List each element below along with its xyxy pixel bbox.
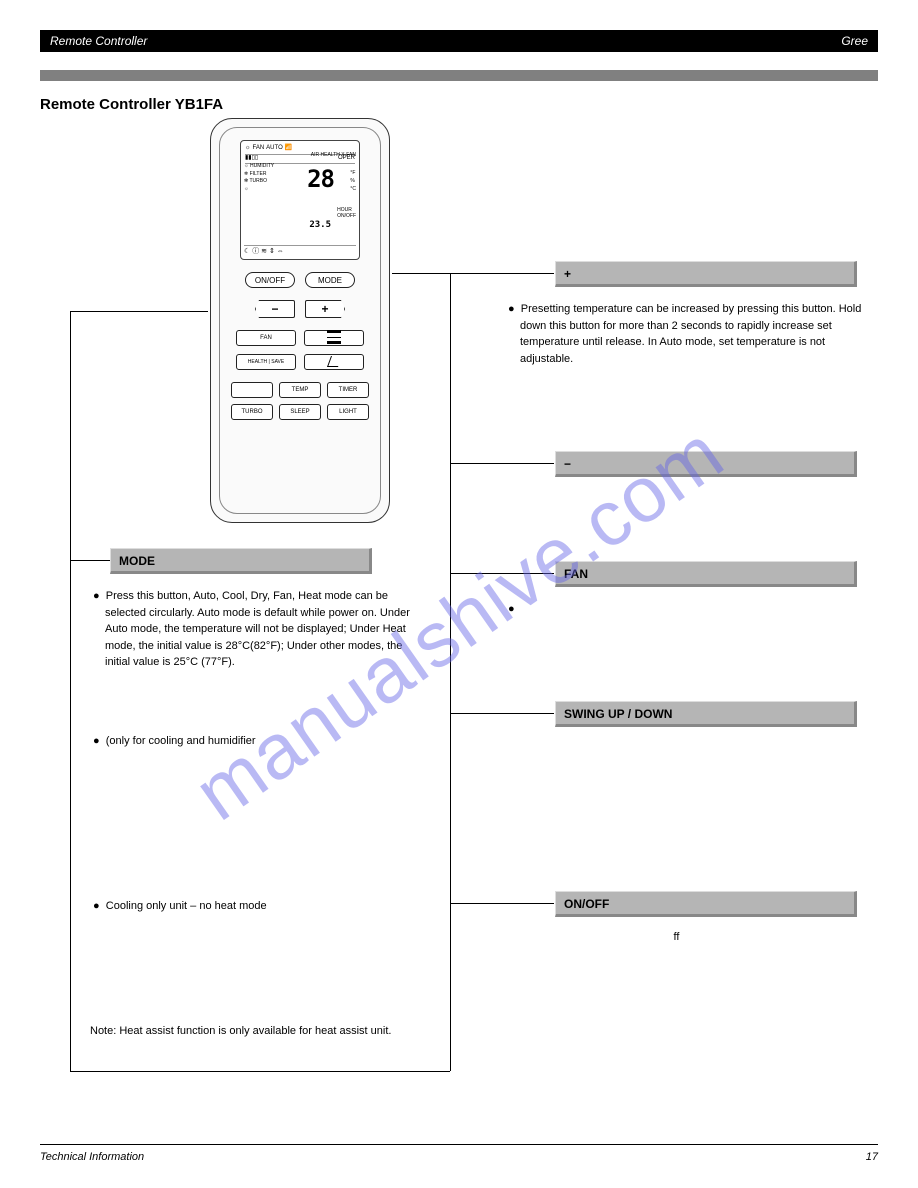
lcd-units: °F % °C xyxy=(350,169,356,193)
lcd-hour-onoff: HOUR ON/OFF xyxy=(337,208,356,219)
connector-line xyxy=(450,713,554,714)
lcd-top2: AIR HEALTH X-FAN xyxy=(311,153,356,159)
bullet-icon: ● xyxy=(508,603,521,615)
connector-line xyxy=(70,311,71,1071)
swing-leftright-icon xyxy=(329,356,340,369)
lcd-fanbars: ▮▮▯▯ xyxy=(245,155,258,162)
lcd-bottom-icons: ☾ ⓘ ≋ ⇕ ⇔ xyxy=(244,245,356,256)
mode-desc: ● Press this button, Auto, Cool, Dry, Fa… xyxy=(105,588,425,671)
header-left: Remote Controller xyxy=(50,30,147,52)
plus-desc: ● Presetting temperature can be increase… xyxy=(520,301,878,367)
temp-button[interactable]: TEMP xyxy=(279,382,321,398)
bullet-icon: ● xyxy=(93,735,106,747)
footer-left: Technical Information xyxy=(40,1151,144,1163)
connector-line xyxy=(450,273,451,1071)
header-underline xyxy=(40,70,878,81)
minus-box-label: − xyxy=(564,457,571,471)
bullet-icon: ● xyxy=(508,303,521,315)
minus-box: − xyxy=(555,451,857,477)
mode-difier: difier xyxy=(232,735,256,747)
fan-button[interactable]: FAN xyxy=(236,330,296,346)
fan-desc: ● Press this button, Auto, Low, Middle, … xyxy=(520,601,878,651)
plus-box-label: + xyxy=(564,267,571,281)
mode-bullet3: Cooling only unit – no heat mode xyxy=(106,900,267,912)
plus-button[interactable]: + xyxy=(305,300,345,318)
turbo-button[interactable]: TURBO xyxy=(231,404,273,420)
health-save-button[interactable]: HEALTH | SAVE xyxy=(236,354,296,370)
onoff-ff: ff xyxy=(673,931,679,943)
mode-box: MODE xyxy=(110,548,372,574)
footer: Technical Information 17 xyxy=(40,1144,878,1163)
mode-note: Note: Heat assist function is only avail… xyxy=(90,1023,430,1040)
onoff-button[interactable]: ON/OFF xyxy=(245,272,295,288)
plus-bullet: Presetting temperature can be increased … xyxy=(520,303,861,365)
minus-button[interactable]: − xyxy=(255,300,295,318)
section-title: Remote Controller YB1FA xyxy=(40,96,878,113)
onoff-box-label: ON/OFF xyxy=(564,897,609,911)
connector-line xyxy=(392,273,450,274)
mode-desc2: ● (only for cooling and humidifier xyxy=(105,733,425,750)
lcd-small-number: 23.5 xyxy=(309,221,331,231)
fan-box: FAN xyxy=(555,561,857,587)
onoff-desc: Press this button to turn on or off xyxy=(520,929,878,946)
remote-inner: ☼ FAN AUTO 📶 ▮▮▯▯ OPER AIR HEALTH X-FAN … xyxy=(219,127,381,514)
onoff-box: ON/OFF xyxy=(555,891,857,917)
swing-box-label: SWING UP / DOWN xyxy=(564,707,672,721)
mode-desc3: ● Cooling only unit – no heat mode xyxy=(105,898,425,915)
lcd-auto-label: AUTO xyxy=(266,145,283,152)
mode-bullet1: Press this button, Auto, Cool, Dry, Fan,… xyxy=(105,590,410,668)
connector-line xyxy=(450,463,554,464)
timer-button[interactable]: TIMER xyxy=(327,382,369,398)
lcd-mode-icon: ☼ xyxy=(245,145,251,152)
connector-line xyxy=(70,560,110,561)
swing-updown-button[interactable] xyxy=(304,330,364,346)
swing-box: SWING UP / DOWN xyxy=(555,701,857,727)
bullet-icon: ● xyxy=(93,590,106,602)
header-bar: Remote Controller Gree xyxy=(40,30,878,52)
lcd-temperature: 28 xyxy=(307,166,334,192)
mode-box-label: MODE xyxy=(119,554,155,568)
connector-line xyxy=(70,311,208,312)
light-button[interactable]: LIGHT xyxy=(327,404,369,420)
sleep-button[interactable]: SLEEP xyxy=(279,404,321,420)
remote-controller: ☼ FAN AUTO 📶 ▮▮▯▯ OPER AIR HEALTH X-FAN … xyxy=(210,118,390,523)
lcd-signal-icon: 📶 xyxy=(285,145,292,152)
swing-updown-icon xyxy=(327,333,341,343)
bullet-icon: ● xyxy=(93,900,106,912)
blank-button[interactable] xyxy=(231,382,273,398)
fan-box-label: FAN xyxy=(564,567,588,581)
header-right: Gree xyxy=(841,30,868,52)
lcd-side-left: ☼ HUMIDITY ❄ FILTER ✻ TURBO ☼ xyxy=(244,163,274,193)
page: Remote Controller Gree Remote Controller… xyxy=(40,30,878,1133)
mode-b2a: (only for cooling and humi xyxy=(106,735,232,747)
swing-leftright-button[interactable] xyxy=(304,354,364,370)
footer-page: 17 xyxy=(866,1151,878,1163)
connector-line xyxy=(70,1071,450,1072)
connector-line xyxy=(450,273,554,274)
lcd-fan-label: FAN xyxy=(253,145,265,152)
connector-line xyxy=(450,573,554,574)
lcd-display: ☼ FAN AUTO 📶 ▮▮▯▯ OPER AIR HEALTH X-FAN … xyxy=(240,140,360,260)
content: ☼ FAN AUTO 📶 ▮▮▯▯ OPER AIR HEALTH X-FAN … xyxy=(40,113,878,1133)
connector-line xyxy=(450,903,554,904)
mode-button[interactable]: MODE xyxy=(305,272,355,288)
plus-box: + xyxy=(555,261,857,287)
